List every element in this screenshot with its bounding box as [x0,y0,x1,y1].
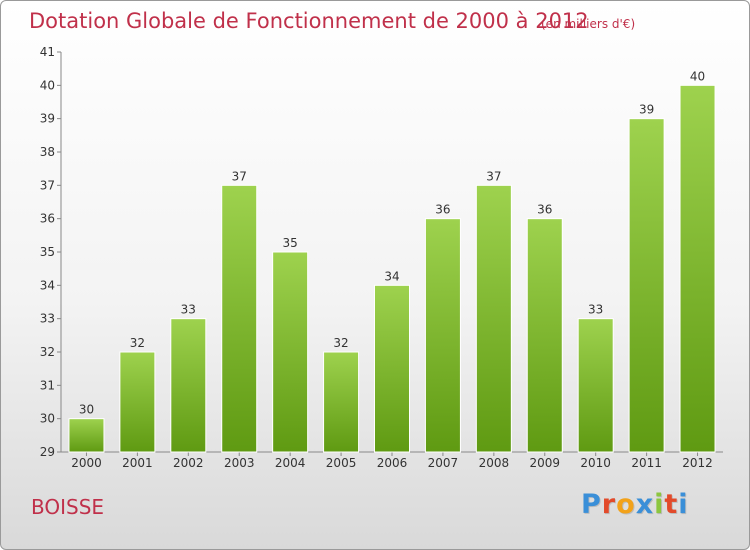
bar-value-label: 32 [333,336,348,350]
bar-2000 [68,418,105,453]
y-tick-label: 32 [40,345,55,359]
y-tick-label: 36 [40,212,55,226]
bar-2012 [679,84,716,453]
y-tick-label: 30 [40,412,55,426]
chart-unit-label: (en milliers d'€) [541,17,636,31]
chart-bars [68,84,716,453]
bar-2011 [628,118,665,453]
x-tick-label: 2003 [224,456,255,470]
bar-value-label: 33 [181,303,196,317]
x-tick-label: 2007 [428,456,459,470]
bar-2008 [475,184,512,453]
y-tick-label: 35 [40,245,55,259]
logo-letter: i [678,489,689,520]
bar-2004 [272,251,309,453]
x-tick-label: 2011 [631,456,662,470]
x-tick-label: 2009 [529,456,560,470]
x-tick-label: 2004 [275,456,306,470]
bar-2007 [424,218,461,453]
bar-value-label: 33 [588,303,603,317]
logo-letter: r [601,489,617,520]
bar-value-label: 35 [283,236,298,250]
chart-labels: 2000 30 2001 32 2002 33 2003 37 2004 35 2005 32 2006… [71,69,713,470]
y-tick-label: 41 [40,45,55,59]
bar-2001 [119,351,156,453]
bar-value-label: 37 [486,169,501,183]
y-tick-label: 40 [40,78,55,92]
bar-value-label: 34 [384,269,399,283]
chart-axes: 29 30 31 32 33 34 35 36 37 38 39 40 41 [40,45,723,459]
y-tick-label: 31 [40,378,55,392]
x-tick-label: 2000 [71,456,102,470]
y-tick-label: 33 [40,312,55,326]
logo-letter: o [616,489,636,520]
bar-2003 [221,184,258,453]
bar-value-label: 36 [435,203,450,217]
x-tick-label: 2010 [580,456,611,470]
y-tick-label: 29 [40,445,55,459]
bar-value-label: 39 [639,103,654,117]
bar-value-label: 32 [130,336,145,350]
chart-title: Dotation Globale de Fonctionnement de 20… [29,9,589,33]
y-tick-label: 34 [40,278,55,292]
logo-letter: P [581,489,602,520]
x-tick-label: 2006 [377,456,408,470]
town-name: BOISSE [31,495,105,519]
bar-2009 [526,218,563,453]
x-tick-label: 2005 [326,456,357,470]
bar-value-label: 40 [690,69,705,83]
logo-letter: i [654,489,665,520]
proxiti-logo: Proxiti [581,489,689,520]
bar-2005 [323,351,360,453]
bar-value-label: 37 [232,169,247,183]
bar-2010 [577,318,614,453]
x-tick-label: 2012 [682,456,713,470]
logo-letter: x [635,489,655,520]
bar-2006 [374,284,410,453]
bar-value-label: 36 [537,203,552,217]
x-tick-label: 2008 [479,456,510,470]
bar-value-label: 30 [79,403,94,417]
bar-2002 [170,318,207,453]
x-tick-label: 2002 [173,456,204,470]
y-tick-label: 37 [40,178,55,192]
x-tick-label: 2001 [122,456,153,470]
y-tick-label: 39 [40,112,55,126]
y-tick-label: 38 [40,145,55,159]
logo-letter: t [664,489,679,520]
